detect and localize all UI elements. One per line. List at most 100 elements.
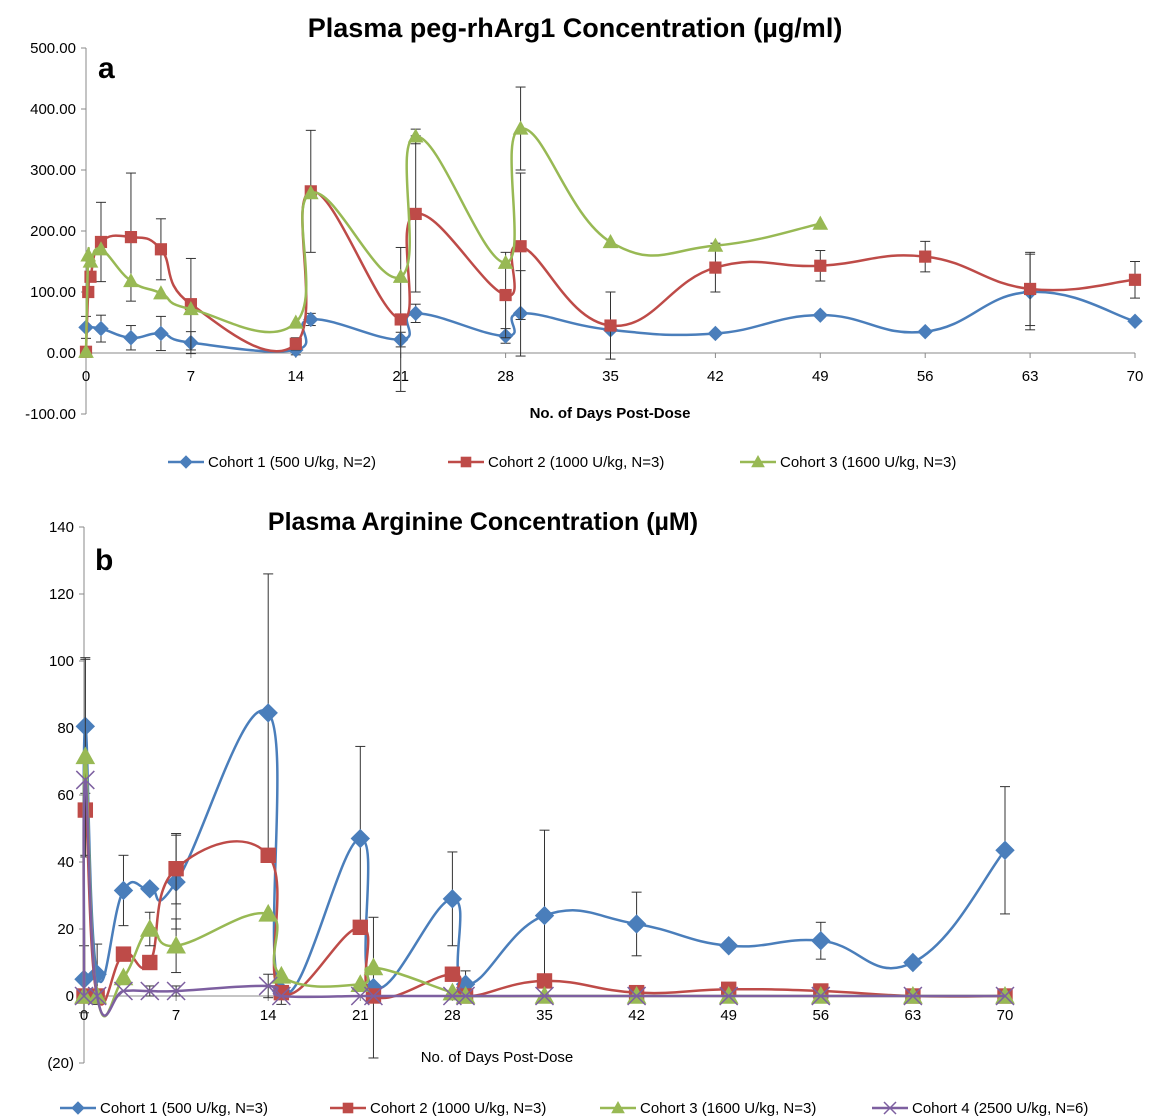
- chart-b-series-4-point-1: [75, 770, 95, 790]
- chart-a-x-tick-label-0: 0: [82, 368, 90, 385]
- chart-b-legend-label-3: Cohort 3 (1600 U/kg, N=3): [640, 1100, 816, 1117]
- chart-a-series-3-point-15: [812, 215, 829, 230]
- chart-b-y-tick-label-2: 20: [57, 921, 74, 938]
- chart-a-series-1-point-16: [1127, 313, 1143, 329]
- chart-a-y-tick-label-1: 0.00: [47, 345, 76, 362]
- chart-b-legend-item-4: Cohort 4 (2500 U/kg, N=6): [872, 1100, 1088, 1117]
- chart-a-series-3-point-9: [392, 268, 409, 283]
- chart-a-y-tick-label-4: 300.00: [30, 162, 76, 179]
- chart-panel-b: Plasma Arginine Concentration (µM) b No.…: [0, 500, 1149, 1117]
- chart-b-legend-label-2: Cohort 2 (1000 U/kg, N=3): [370, 1100, 546, 1117]
- chart-a-series-2-point-10: [409, 207, 422, 221]
- chart-a-series-3-point-4: [123, 272, 139, 288]
- chart-b-legend-item-1: Cohort 1 (500 U/kg, N=3): [60, 1100, 268, 1117]
- chart-b-series-1-point-8: [350, 828, 371, 849]
- chart-a-series-1-point-2: [123, 330, 139, 346]
- chart-a-svg: Plasma peg-rhArg1 Concentration (µg/ml) …: [25, 13, 1143, 471]
- chart-b-series-1-point-16: [903, 952, 923, 973]
- chart-a-series-3-point-13: [602, 233, 619, 249]
- chart-a-series-2-point-18: [1128, 273, 1142, 286]
- chart-b-x-tick-label-9: 63: [905, 1007, 922, 1024]
- chart-b-series-4-point-8: [350, 986, 370, 1006]
- chart-b-series-4-point-17: [995, 986, 1015, 1006]
- chart-a-x-tick-label-7: 49: [812, 368, 829, 385]
- chart-b-series-3-point-4: [139, 918, 160, 937]
- chart-a-series-2-point-5: [154, 243, 168, 256]
- chart-b-series-3-point-6: [258, 903, 279, 922]
- chart-b-series-4-point-11: [456, 986, 476, 1006]
- chart-b-y-tick-label-8: 140: [49, 519, 74, 536]
- chart-b-legend-item-2: Cohort 2 (1000 U/kg, N=3): [330, 1100, 546, 1117]
- chart-a-legend-label-1: Cohort 1 (500 U/kg, N=2): [208, 454, 376, 471]
- chart-b-plot-area: (20) 0 20 40 60 80 100 120 140 0 7 14 21 28 35 42 49 56 63…: [47, 519, 1015, 1072]
- chart-a-y-tick-label-0: -100.00: [25, 406, 76, 423]
- chart-a-series-3-point-7: [287, 314, 304, 329]
- chart-a-y-tick-label-3: 200.00: [30, 223, 76, 240]
- chart-b-x-tick-label-2: 14: [260, 1007, 277, 1024]
- chart-b-series-4-point-14: [719, 986, 739, 1006]
- chart-a-x-axis-label: No. of Days Post-Dose: [530, 405, 691, 422]
- chart-b-series-4-point-2: [87, 986, 107, 1006]
- chart-a-series-2-point-7: [289, 337, 302, 350]
- chart-b-legend-item-3: Cohort 3 (1600 U/kg, N=3): [600, 1100, 816, 1117]
- chart-b-legend-label-4: Cohort 4 (2500 U/kg, N=6): [912, 1100, 1088, 1117]
- chart-a-legend-label-3: Cohort 3 (1600 U/kg, N=3): [780, 454, 956, 471]
- chart-b-series-2-point-8: [352, 919, 369, 936]
- chart-a-y-tick-label-6: 500.00: [30, 40, 76, 57]
- chart-b-series-1-point-17: [995, 840, 1015, 860]
- chart-b-series-3-point-5: [166, 935, 186, 954]
- chart-a-series-1-point-13: [812, 307, 829, 323]
- chart-b-series-4: [74, 770, 1015, 1017]
- chart-a-series-3-point-10: [407, 128, 424, 143]
- chart-a-series-1-point-1: [93, 320, 109, 337]
- chart-a-legend-item-3: Cohort 3 (1600 U/kg, N=3): [740, 454, 956, 471]
- chart-a-series-2-point-15: [814, 259, 827, 272]
- chart-a-x-tick-label-9: 63: [1022, 368, 1039, 385]
- chart-b-legend-1-point-legend: [71, 1101, 85, 1115]
- chart-b-series-4-point-6: [258, 976, 278, 996]
- chart-b-y-tick-label-6: 100: [49, 653, 74, 670]
- chart-a-series-2-point-14: [709, 261, 722, 274]
- chart-b-y-tick-label-0: (20): [47, 1055, 74, 1072]
- chart-b-y-tick-label-5: 80: [57, 720, 74, 737]
- chart-a-series-1-point-8: [407, 305, 424, 322]
- chart-a-legend-3-point-legend: [751, 454, 765, 468]
- chart-b-legend-2-point-legend: [342, 1102, 354, 1114]
- chart-b-series-2-point-4: [142, 954, 158, 971]
- chart-a-x-tick-label-8: 56: [917, 368, 934, 385]
- chart-a-x-tick-label-4: 28: [497, 368, 514, 385]
- chart-b-x-tick-label-3: 21: [352, 1007, 369, 1024]
- chart-a-legend: Cohort 1 (500 U/kg, N=2) Cohort 2 (1000 U…: [168, 454, 956, 471]
- chart-b-x-tick-label-6: 42: [628, 1007, 645, 1024]
- chart-a-plot-area: -100.00 0.00 100.00 200.00 300.00 400.00 500.0…: [25, 40, 1143, 423]
- chart-b-x-axis-label: No. of Days Post-Dose: [421, 1049, 574, 1066]
- chart-a-series-2-point-4: [124, 231, 138, 244]
- chart-a-series-2-point-16: [919, 250, 932, 263]
- chart-a-legend-label-2: Cohort 2 (1000 U/kg, N=3): [488, 454, 664, 471]
- chart-b-series-3-point-3: [113, 967, 134, 986]
- chart-a-series-1-point-3: [153, 325, 169, 342]
- chart-b-x-tick-label-8: 56: [812, 1007, 829, 1024]
- chart-b-series-4-point-12: [534, 986, 555, 1006]
- chart-a-series-2-point-17: [1024, 282, 1037, 296]
- chart-a-series-2-point-13: [604, 319, 617, 332]
- chart-b-series-4-point-16: [903, 986, 923, 1006]
- chart-b-series-3-point-7: [271, 965, 292, 984]
- chart-a-x-tick-label-1: 7: [187, 368, 195, 385]
- chart-a-series-2-point-11: [499, 288, 512, 302]
- chart-a-series-2: [79, 129, 1142, 392]
- chart-b-series-4-point-10: [442, 986, 462, 1006]
- chart-a-title: Plasma peg-rhArg1 Concentration (µg/ml): [308, 13, 843, 43]
- chart-b-svg: Plasma Arginine Concentration (µM) b No.…: [47, 508, 1088, 1117]
- chart-b-series-4-point-9: [363, 986, 383, 1006]
- chart-a-series-3-point-5: [153, 285, 169, 300]
- chart-a-series-3: [78, 86, 829, 358]
- chart-a-series-1-point-12: [707, 325, 724, 342]
- chart-b-legend-4-point-legend: [883, 1101, 897, 1115]
- chart-b-series-2-point-12: [536, 973, 553, 989]
- chart-panel-a: Plasma peg-rhArg1 Concentration (µg/ml) …: [0, 0, 1149, 480]
- chart-b-x-tick-label-0: 0: [80, 1007, 88, 1024]
- chart-b-legend: Cohort 1 (500 U/kg, N=3) Cohort 2 (1000 U…: [60, 1100, 1088, 1117]
- chart-b-y-tick-label-1: 0: [66, 988, 74, 1005]
- chart-b-y-tick-label-7: 120: [49, 586, 74, 603]
